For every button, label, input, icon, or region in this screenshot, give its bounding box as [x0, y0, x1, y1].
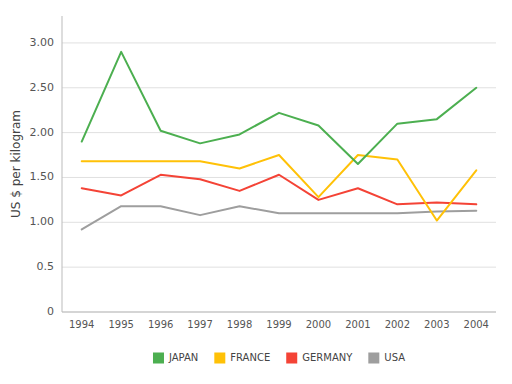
- legend-label: FRANCE: [230, 352, 270, 363]
- x-tick-label: 1994: [69, 319, 94, 330]
- legend-swatch: [286, 353, 297, 364]
- grid-line: [62, 267, 496, 268]
- legend-item: USA: [368, 352, 405, 364]
- x-tick-label: 2003: [424, 319, 449, 330]
- x-tick-label: 1998: [227, 319, 252, 330]
- grid: [62, 43, 496, 312]
- page: {"chart_data": {"type": "line", "y_label…: [0, 0, 512, 384]
- series-line: [82, 52, 477, 164]
- grid-line: [62, 222, 496, 223]
- legend-item: JAPAN: [153, 352, 198, 364]
- y-axis-line: [62, 16, 63, 312]
- series-lines: [82, 52, 477, 230]
- grid-line: [62, 312, 496, 313]
- y-tick-label: 0: [47, 305, 54, 318]
- x-tick-label: 2000: [306, 319, 331, 330]
- legend-label: USA: [384, 352, 405, 363]
- x-tick-labels: 1994 1995 1996 1997 1998 1999 2000 2001 2002 2003…: [69, 319, 489, 330]
- y-tick-label: 2.00: [30, 126, 55, 139]
- series-line: [82, 155, 477, 220]
- y-axis-label: US $ per kilogram: [9, 110, 23, 218]
- legend-swatch: [153, 353, 164, 364]
- legend-label: GERMANY: [302, 352, 353, 363]
- x-axis-line: [62, 312, 496, 313]
- grid-line: [62, 132, 496, 133]
- legend-item: FRANCE: [214, 352, 270, 364]
- x-tick-label: 2001: [345, 319, 370, 330]
- x-tick-label: 2002: [385, 319, 410, 330]
- y-tick-labels: 0 0.5 1.00 1.50 2.00 2.50 3.00: [30, 36, 55, 318]
- x-tick-label: 1995: [108, 319, 133, 330]
- x-tick-label: 1997: [187, 319, 212, 330]
- y-tick-label: 1.00: [30, 215, 55, 228]
- chart: 0 0.5 1.00 1.50 2.00 2.50 3.00 1994 1995 1996 1997…: [0, 0, 512, 384]
- y-tick-label: 0.5: [37, 260, 55, 273]
- legend-swatch: [214, 353, 225, 364]
- legend: JAPAN FRANCE GERMANY USA: [153, 352, 405, 364]
- legend-label: JAPAN: [168, 352, 198, 363]
- y-tick-label: 2.50: [30, 81, 55, 94]
- legend-item: GERMANY: [286, 352, 353, 364]
- grid-line: [62, 177, 496, 178]
- x-tick-label: 1999: [266, 319, 291, 330]
- grid-line: [62, 87, 496, 88]
- legend-swatch: [368, 353, 379, 364]
- x-tick-label: 1996: [148, 319, 173, 330]
- series-line: [82, 206, 477, 229]
- grid-line: [62, 42, 496, 43]
- y-tick-label: 1.50: [30, 170, 55, 183]
- x-tick-label: 2004: [464, 319, 489, 330]
- y-tick-label: 3.00: [30, 36, 55, 49]
